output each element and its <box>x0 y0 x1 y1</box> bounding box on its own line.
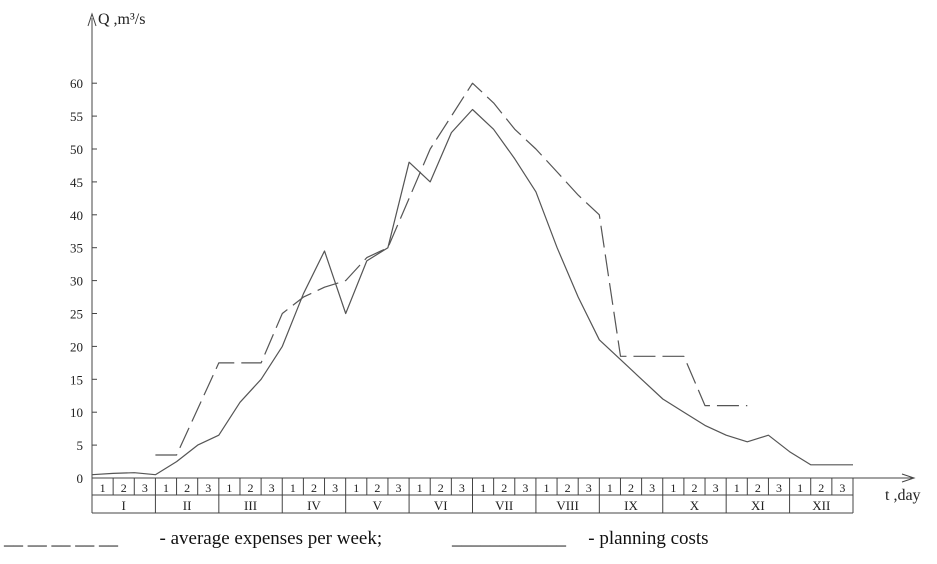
month-label: VII <box>495 498 513 513</box>
decade-label: 1 <box>670 481 676 495</box>
decade-label: 3 <box>522 481 528 495</box>
decade-label: 1 <box>353 481 359 495</box>
y-tick-label: 15 <box>70 372 83 387</box>
decade-label: 2 <box>311 481 317 495</box>
legend-dashed-label: - average expenses per week; <box>150 528 383 549</box>
decade-label: 3 <box>839 481 845 495</box>
decade-label: 3 <box>649 481 655 495</box>
chart: 0 5 10 15 20 25 30 35 40 45 50 55 60 1 2 3 1 2 3 1 2 3 1 2 3 1 2 3… <box>70 11 921 514</box>
decade-label: 3 <box>332 481 338 495</box>
month-label: II <box>183 498 192 513</box>
month-label: XI <box>751 498 765 513</box>
legend-solid-line-sample: ____________ <box>452 528 566 549</box>
decade-label: 3 <box>459 481 465 495</box>
decade-label: 1 <box>163 481 169 495</box>
decade-label: 1 <box>734 481 740 495</box>
y-tick-label: 60 <box>70 76 83 91</box>
decade-label: 2 <box>818 481 824 495</box>
decade-label: 2 <box>184 481 190 495</box>
decade-label: 2 <box>628 481 634 495</box>
legend-solid-label: - planning costs <box>574 528 709 549</box>
decade-label: 3 <box>269 481 275 495</box>
month-label: VI <box>434 498 448 513</box>
y-tick-label: 55 <box>70 109 83 124</box>
y-ticks: 0 5 10 15 20 25 30 35 40 45 50 55 60 <box>70 76 97 486</box>
x-axis-arrow <box>901 473 916 483</box>
decade-label: 2 <box>691 481 697 495</box>
decade-label: 2 <box>248 481 254 495</box>
y-tick-label: 35 <box>70 241 83 256</box>
y-tick-label: 20 <box>70 339 83 354</box>
decade-label: 1 <box>797 481 803 495</box>
decade-label: 1 <box>226 481 232 495</box>
month-label: XII <box>812 498 830 513</box>
average-expenses-line <box>155 82 748 456</box>
planning-costs-line <box>91 108 853 476</box>
decade-label: 1 <box>543 481 549 495</box>
decade-label: 1 <box>100 481 106 495</box>
decade-label: 1 <box>480 481 486 495</box>
legend-dashed-line-sample: __ __ __ __ __ <box>4 528 118 549</box>
month-decade-table: 1 2 3 1 2 3 1 2 3 1 2 3 1 2 3 1 2 3 1 2 3 1 2 3 1 2 3 1 2 3 1 2 3 1 2 3I II I… <box>91 478 854 514</box>
decade-label: 2 <box>121 481 127 495</box>
y-tick-label: 0 <box>77 471 84 486</box>
decade-label: 3 <box>586 481 592 495</box>
decade-label: 2 <box>565 481 571 495</box>
month-label: VIII <box>556 498 578 513</box>
x-axis-label: t ,day <box>885 487 921 504</box>
month-label: I <box>122 498 126 513</box>
y-tick-label: 25 <box>70 307 83 322</box>
decade-label: 1 <box>607 481 613 495</box>
decade-label: 2 <box>438 481 444 495</box>
decade-label: 1 <box>417 481 423 495</box>
decade-label: 2 <box>501 481 507 495</box>
decade-label: 3 <box>142 481 148 495</box>
y-tick-label: 45 <box>70 175 83 190</box>
month-label: V <box>373 498 383 513</box>
decade-label: 1 <box>290 481 296 495</box>
y-tick-label: 30 <box>70 274 83 289</box>
legend: __ __ __ __ __ - average expenses per we… <box>0 528 937 558</box>
y-tick-label: 40 <box>70 208 83 223</box>
axes <box>87 12 916 483</box>
decade-label: 2 <box>755 481 761 495</box>
y-axis-label: Q ,m³/s <box>98 11 145 28</box>
series-lines <box>91 82 853 476</box>
decade-label: 3 <box>713 481 719 495</box>
y-tick-label: 10 <box>70 405 83 420</box>
y-tick-label: 50 <box>70 142 83 157</box>
month-label: III <box>244 498 257 513</box>
month-label: IX <box>624 498 638 513</box>
decade-label: 3 <box>205 481 211 495</box>
decade-label: 3 <box>776 481 782 495</box>
y-tick-label: 5 <box>77 438 84 453</box>
y-axis-arrow <box>87 12 97 27</box>
decade-label: 2 <box>374 481 380 495</box>
month-label: X <box>690 498 700 513</box>
month-label: IV <box>307 498 321 513</box>
decade-label: 3 <box>396 481 402 495</box>
